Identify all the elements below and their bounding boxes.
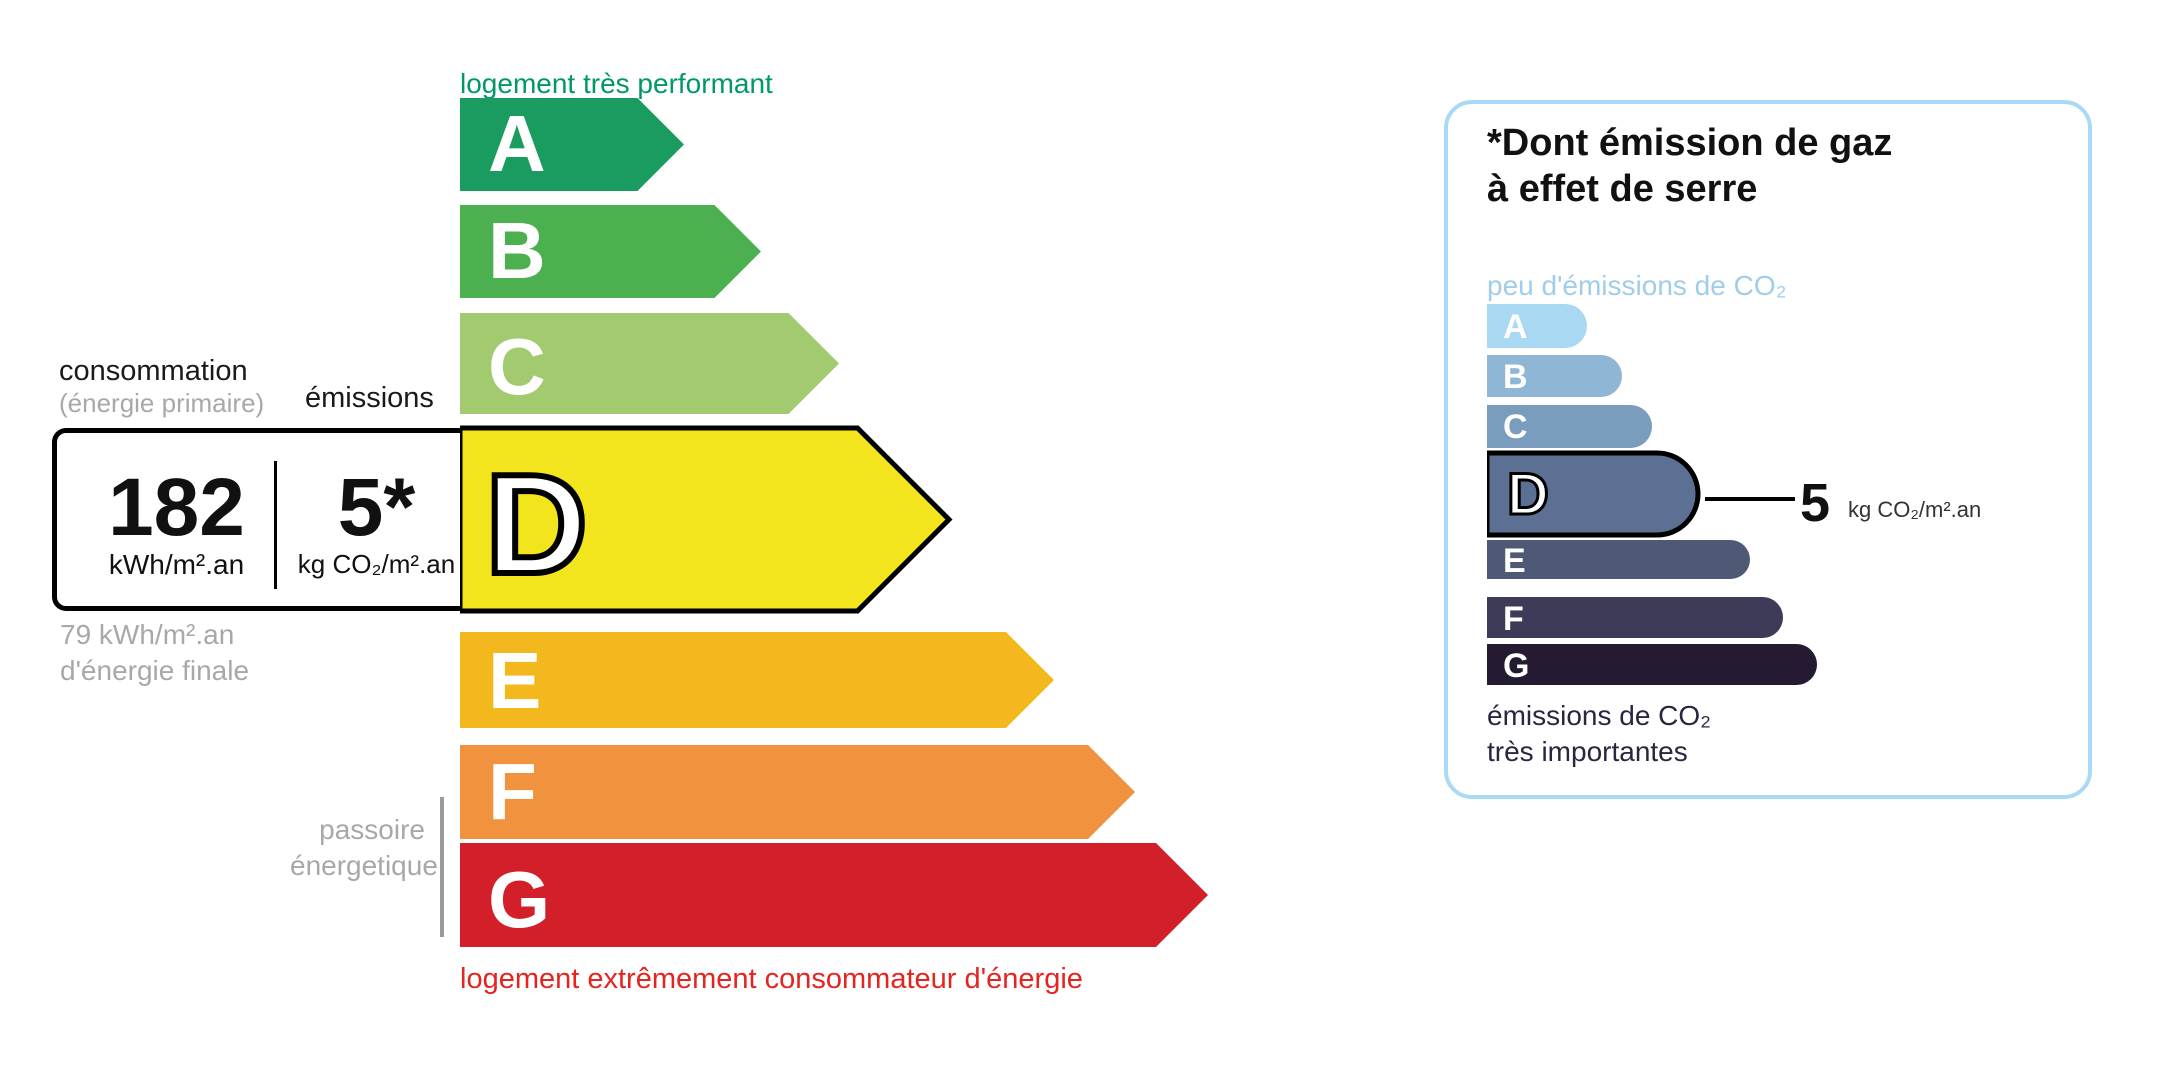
svg-text:C: C (1503, 408, 1528, 446)
svg-text:G: G (488, 855, 550, 944)
svg-text:E: E (488, 636, 541, 725)
svg-text:E: E (1503, 542, 1526, 580)
svg-text:F: F (1503, 600, 1524, 638)
svg-text:A: A (1503, 308, 1528, 346)
svg-text:G: G (1503, 647, 1529, 685)
svg-text:B: B (1503, 358, 1528, 396)
svg-text:F: F (488, 747, 537, 836)
svg-text:A: A (488, 99, 546, 188)
svg-text:C: C (488, 322, 546, 411)
svg-text:B: B (488, 206, 546, 295)
